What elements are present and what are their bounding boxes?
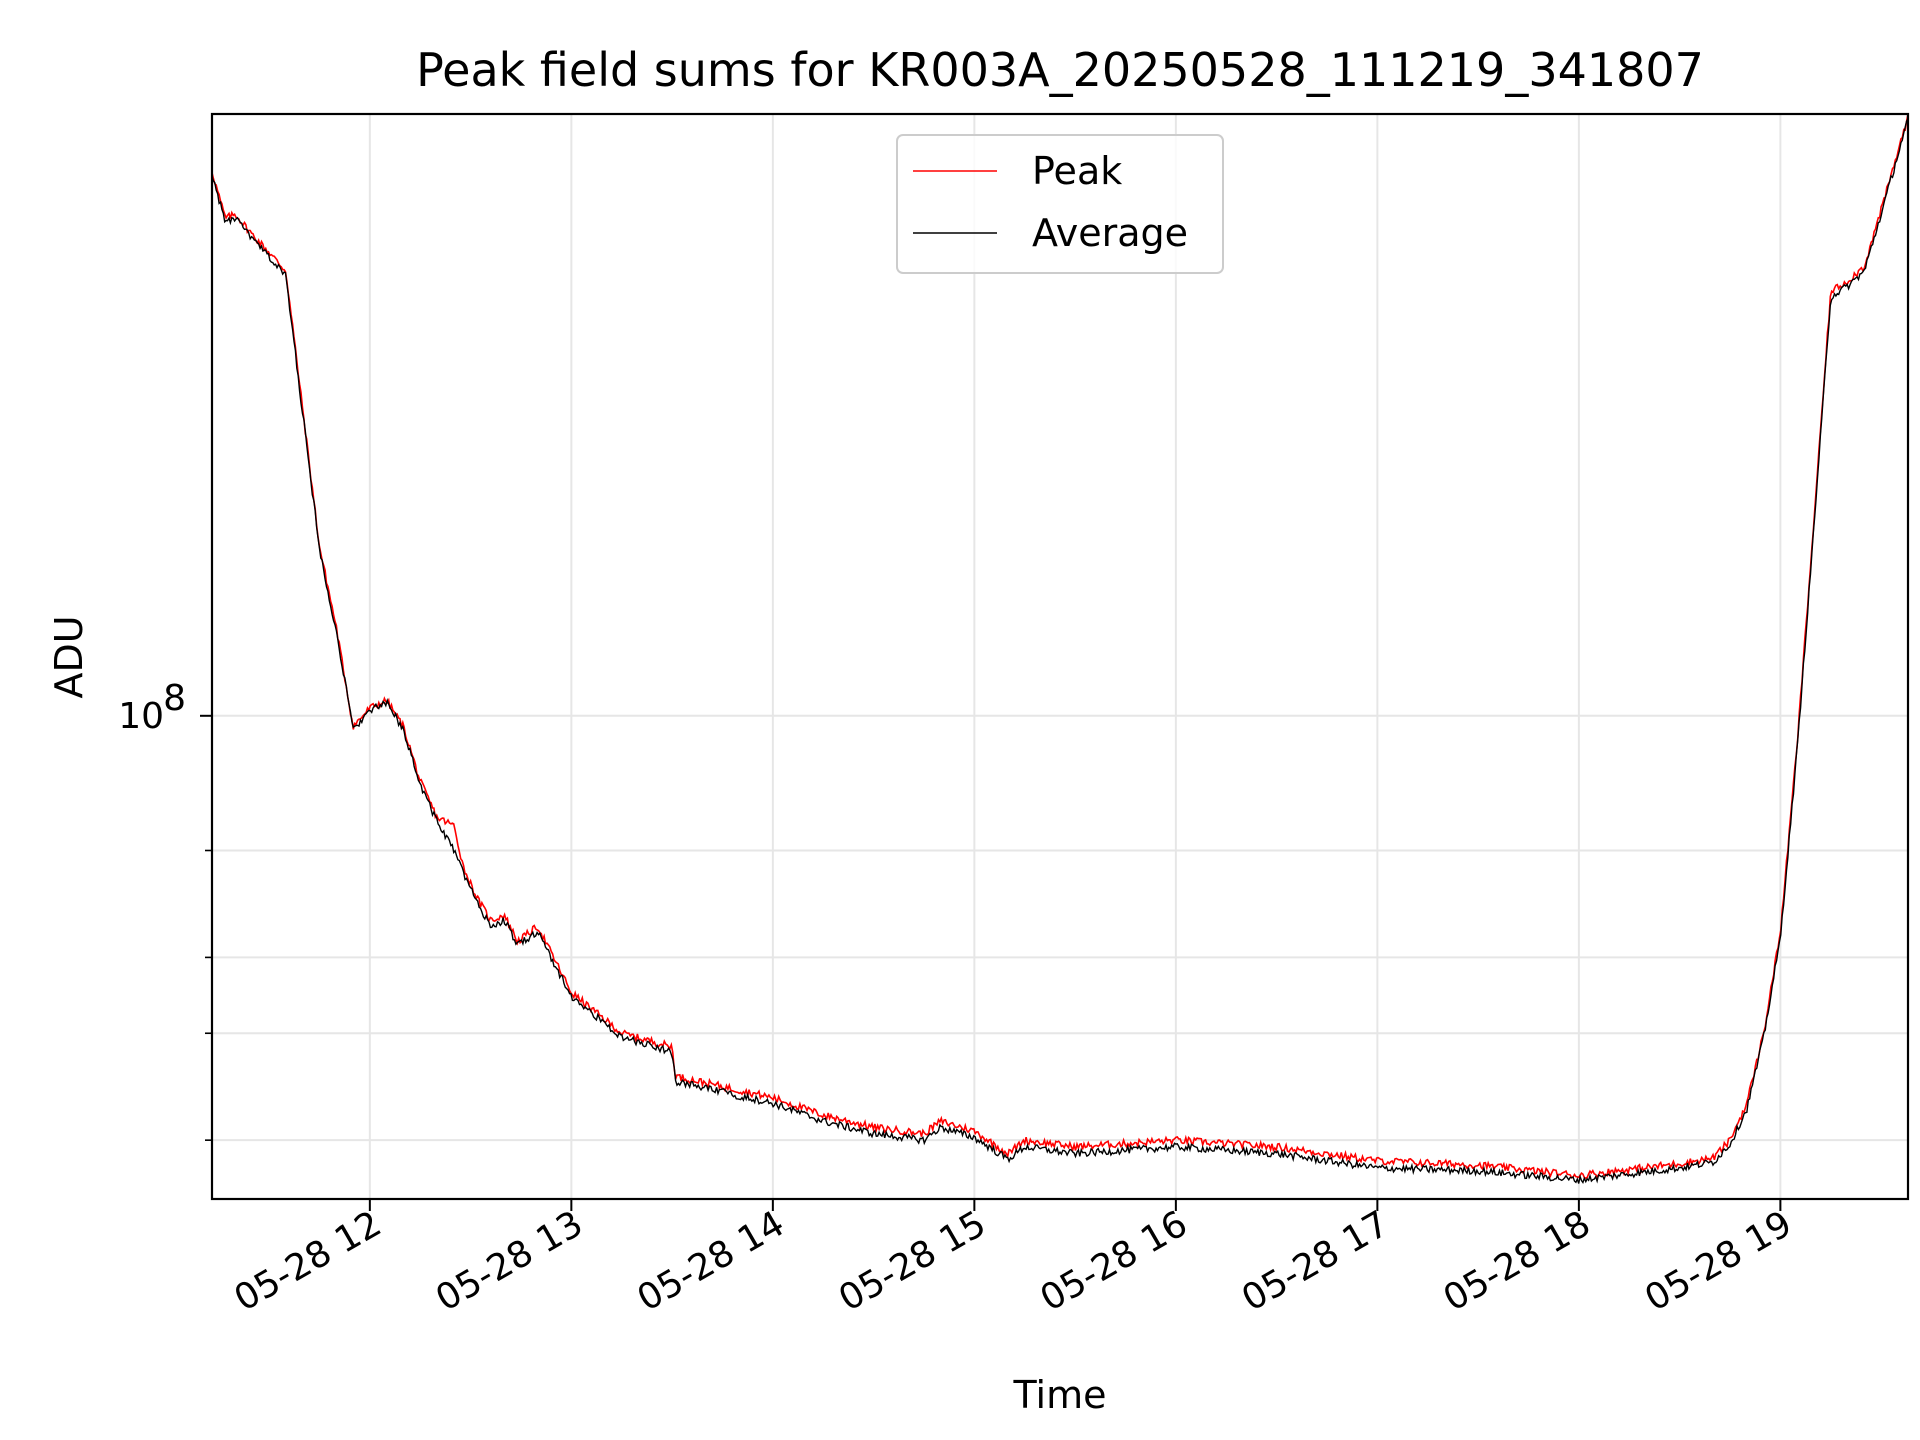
y-tick-label: 10 [118,696,164,737]
chart-title: Peak field sums for KR003A_20250528_1112… [416,43,1704,97]
series-group [211,113,1909,1185]
legend-average-label: Average [1032,211,1188,255]
plot-frame [210,112,1910,1201]
series-line-average [211,118,1909,1185]
legend-peak-label: Peak [1032,149,1122,193]
grid [212,114,1908,1199]
y-axis-label: ADU [47,615,91,698]
legend-box [896,134,1224,274]
series-line-peak [211,113,1909,1180]
x-axis-label: Time [1013,1373,1107,1417]
y-tick-exponent: 8 [163,678,186,719]
legend: Peak Average [896,134,1224,274]
plot-area [212,114,1908,1199]
